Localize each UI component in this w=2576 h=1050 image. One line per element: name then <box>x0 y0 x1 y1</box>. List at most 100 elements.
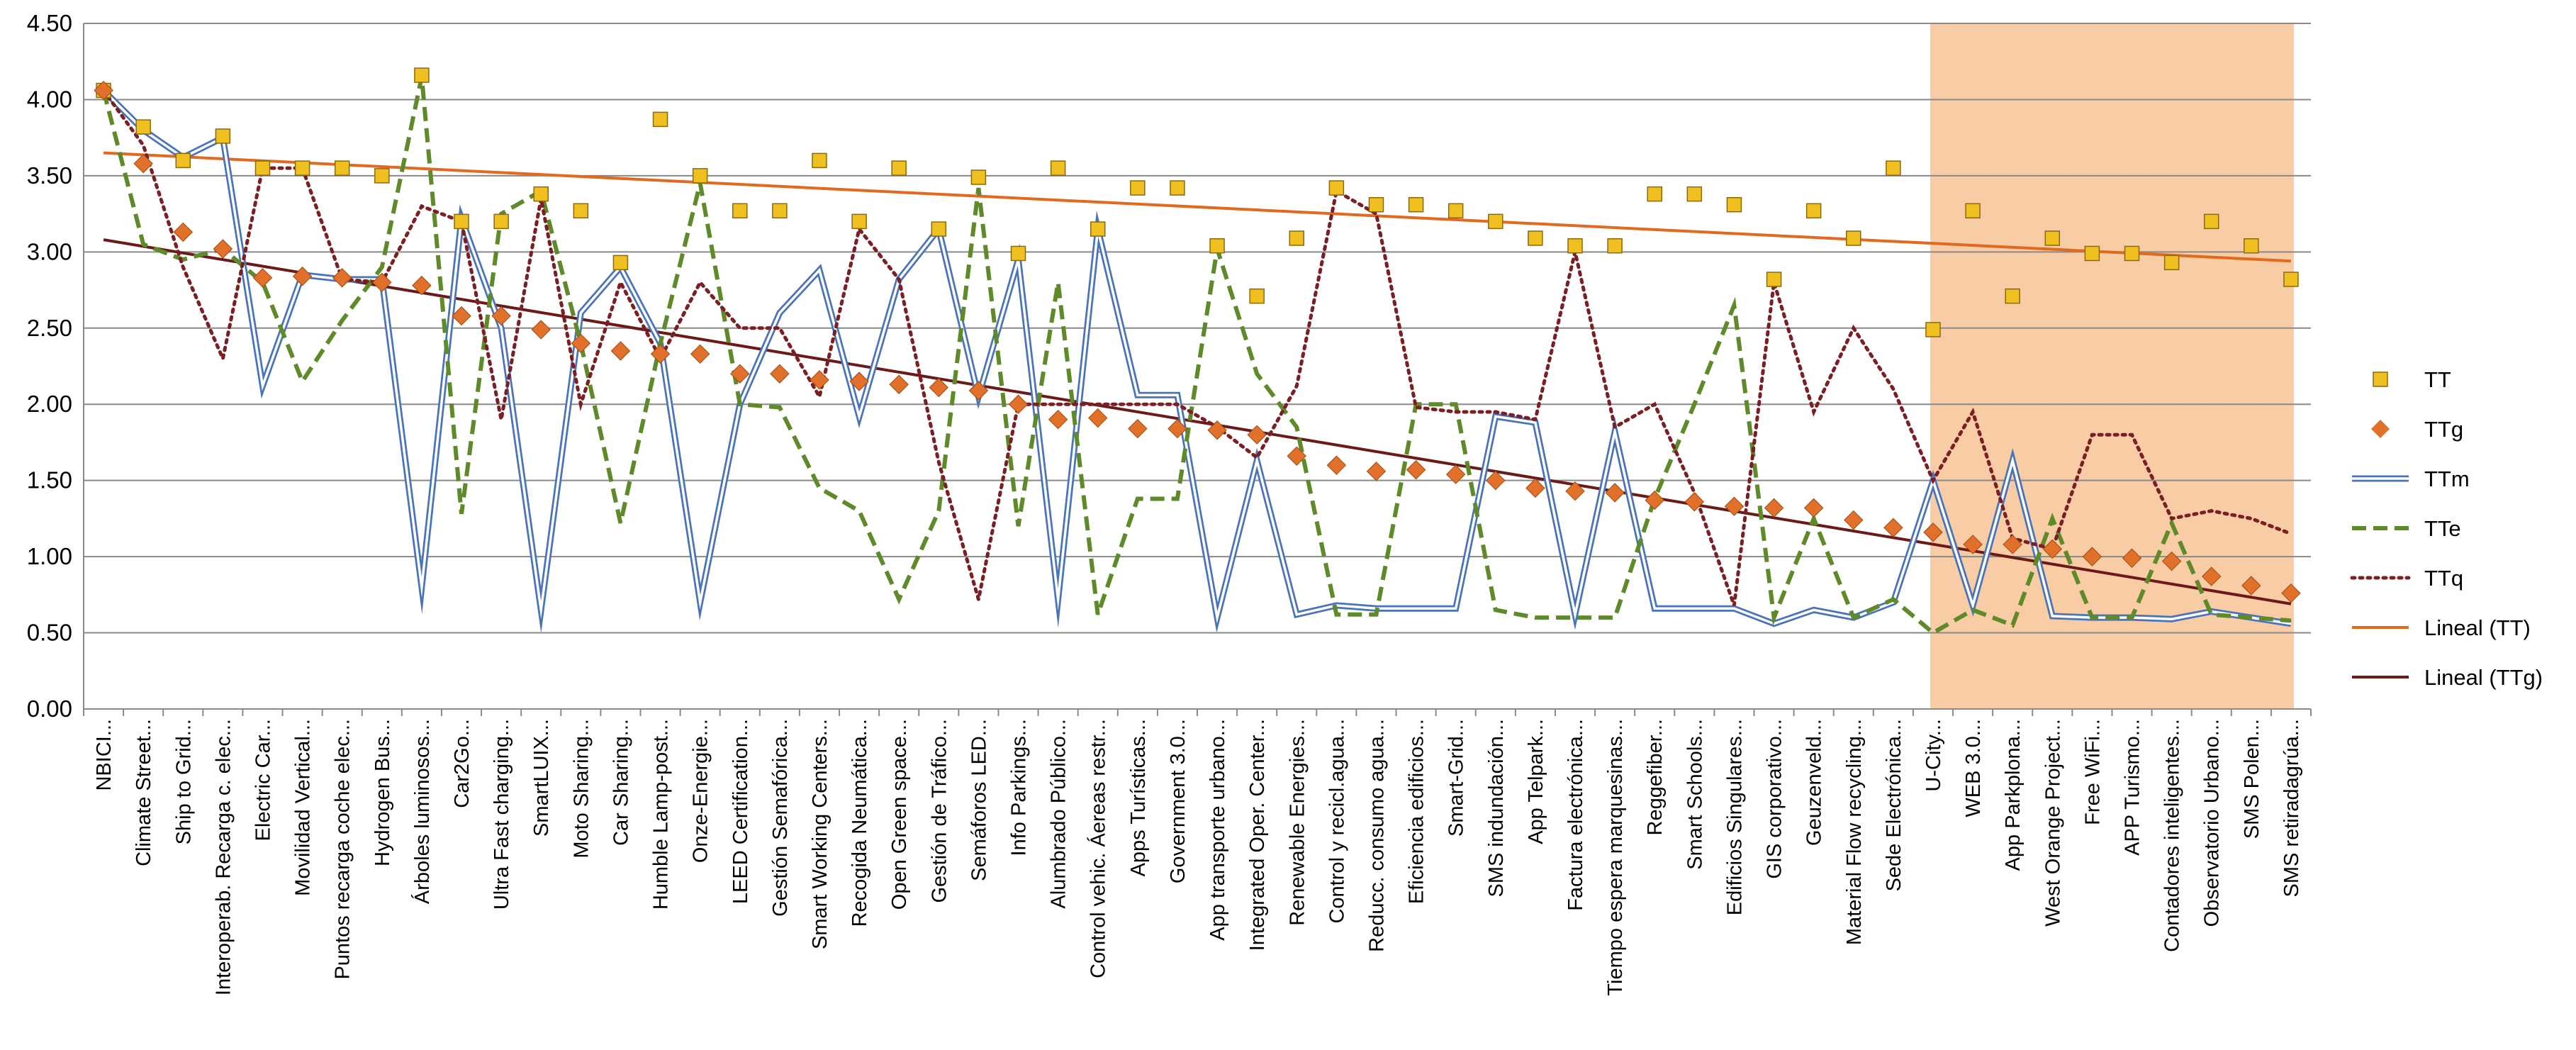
x-tick-label: Apps Turísticas... <box>1127 719 1150 876</box>
legend-label: TTg <box>2424 417 2463 442</box>
ttg-point <box>810 370 829 390</box>
x-tick-label: Humble Lamp-post... <box>650 719 673 910</box>
x-tick-label: Recogida Neumática... <box>849 719 871 927</box>
tt-point <box>573 203 589 219</box>
x-tick-label: U-City... <box>1922 719 1945 792</box>
ttg-point <box>1724 496 1745 516</box>
tt-point <box>1368 196 1384 213</box>
legend-label: Lineal (TTg) <box>2424 665 2543 690</box>
ttg-point <box>133 153 153 174</box>
tt-point <box>254 160 271 176</box>
ttg-point <box>730 364 750 384</box>
tt-point <box>1965 203 1981 219</box>
x-tick-label: Árboles luminosos... <box>410 719 434 904</box>
x-tick-label: Climate Street... <box>133 719 155 866</box>
tt-point <box>215 128 231 144</box>
x-tick-label: Control vehic. Áereas restr... <box>1087 719 1110 978</box>
ttg-point <box>1247 425 1267 445</box>
x-tick-label: Alumbrado Público... <box>1048 719 1070 909</box>
ttg-point <box>889 374 909 394</box>
x-tick-label: West Orange Project... <box>2042 719 2064 927</box>
tt-point <box>175 152 191 169</box>
tt-point <box>1249 288 1265 304</box>
x-tick-label: NBICI... <box>93 719 116 791</box>
tt-point <box>2163 255 2180 271</box>
ttg-point <box>1445 464 1466 484</box>
trend-line-ttg <box>103 238 2292 605</box>
tt-point <box>1447 203 1464 219</box>
ttg-point <box>1207 420 1227 440</box>
y-tick-label: 3.50 <box>27 162 72 189</box>
y-tick-label: 1.00 <box>27 543 72 569</box>
ttg-point <box>2241 576 2261 596</box>
legend-label: Lineal (TT) <box>2424 615 2531 640</box>
tt-point <box>1686 186 1703 202</box>
tt-point <box>1090 221 1106 237</box>
series-line-ttm-inner <box>102 89 2292 625</box>
x-tick-label: SMS Polen... <box>2241 719 2263 839</box>
series-line-ttq <box>101 89 2293 606</box>
legend-label: TTe <box>2424 516 2461 541</box>
ttg-point <box>1406 459 1426 480</box>
ttg-point <box>2042 539 2063 559</box>
x-tick-label: Sede Electrónica... <box>1883 719 1905 891</box>
tt-point <box>414 67 430 83</box>
tt-point <box>1408 196 1424 213</box>
ttg-point <box>1088 408 1108 428</box>
x-tick-label: Electric Car... <box>252 719 274 841</box>
tt-point <box>612 255 629 271</box>
x-tick-label: Car Sharing... <box>610 719 632 846</box>
x-tick-label: Smart Schools... <box>1684 719 1706 870</box>
legend-label: TTm <box>2424 467 2470 491</box>
tt-point <box>533 186 549 202</box>
x-tick-label: Government 3.0... <box>1167 719 1189 883</box>
x-tick-label: Material Flow recycling... <box>1843 719 1866 945</box>
ttg-point <box>531 320 551 340</box>
ttg-point <box>690 344 710 364</box>
tt-point <box>970 169 987 185</box>
y-tick-label: 0.50 <box>27 620 72 646</box>
ttg-point <box>1963 535 1983 554</box>
x-tick-label: App transporte urbano... <box>1206 719 1229 941</box>
tt-point <box>1328 180 1345 196</box>
x-tick-label: Geuzenveld... <box>1803 719 1826 846</box>
x-tick-label: GIS corporativo... <box>1764 719 1786 879</box>
y-tick-label: 4.50 <box>27 10 72 36</box>
ttg-point <box>1167 418 1187 439</box>
y-tick-label: 2.50 <box>27 315 72 341</box>
x-tick-label: SMS retiradagrúa... <box>2280 719 2303 897</box>
tt-point <box>1567 238 1583 254</box>
ttg-point <box>571 333 591 353</box>
tt-point <box>1050 160 1066 176</box>
ttg-point <box>372 272 392 293</box>
tt-point <box>812 152 827 169</box>
x-tick-label: Moto Sharing... <box>570 719 593 859</box>
x-tick-label: Puntos recarga coche elec... <box>332 719 354 980</box>
tt-point <box>1846 230 1861 246</box>
tt-point <box>374 168 390 184</box>
ttg-point <box>1525 478 1545 498</box>
x-tick-label: Car2Go... <box>451 719 474 808</box>
tt-point <box>1925 322 1941 337</box>
ttg-point <box>252 268 273 288</box>
ttg-point <box>452 306 471 326</box>
ttg-point <box>173 222 193 242</box>
tt-point <box>1805 203 1822 219</box>
tt-point <box>891 160 907 176</box>
highlight-region <box>1930 23 2294 709</box>
ttg-point <box>412 275 432 296</box>
x-tick-label: Semáforos LED... <box>968 719 990 881</box>
x-tick-label: Open Green space... <box>888 719 911 910</box>
tt-point <box>851 213 867 230</box>
ttg-point <box>1565 481 1585 501</box>
tt-point <box>931 221 947 237</box>
x-tick-label: Gestión Semafórica... <box>769 719 792 917</box>
y-tick-label: 2.00 <box>27 391 72 417</box>
x-tick-label: Smart-Grid... <box>1445 719 1468 837</box>
tt-point <box>1647 186 1662 202</box>
ttg-point <box>1366 462 1387 481</box>
ttg-point <box>292 267 313 286</box>
ttg-point <box>929 377 949 398</box>
x-tick-label: LEED Certification... <box>729 719 752 904</box>
